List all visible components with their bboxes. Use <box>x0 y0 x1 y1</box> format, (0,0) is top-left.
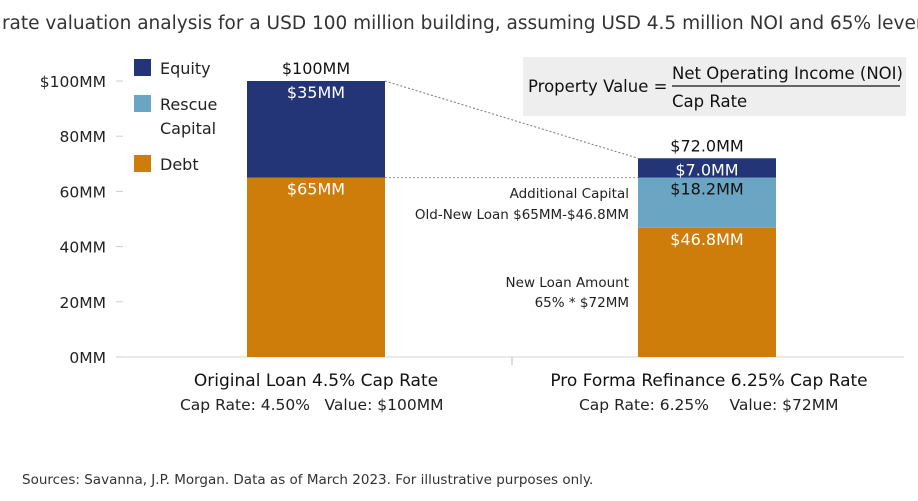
formula-numerator: Net Operating Income (NOI) <box>672 64 903 83</box>
legend-label-rescue: Rescue <box>160 95 217 114</box>
legend-swatch-debt <box>134 155 151 172</box>
bar-segment-rescue-capital <box>638 177 776 228</box>
annotations: Additional Capital Old-New Loan $65MM-$4… <box>415 186 629 311</box>
y-tick-label: 20MM <box>60 294 106 312</box>
connector-lines <box>384 80 639 179</box>
bar-segment-equity <box>638 158 776 178</box>
category-sub-proforma-cap-rate: Cap Rate: 6.25% <box>579 396 709 414</box>
connector-line-total <box>384 80 639 159</box>
y-tick-label: 60MM <box>60 183 106 201</box>
annotation-new-loan-amount: New Loan Amount <box>506 275 629 291</box>
bars <box>247 81 776 357</box>
annotation-old-new-loan: Old-New Loan $65MM-$46.8MM <box>415 207 629 223</box>
category-sub-original-cap-rate: Cap Rate: 4.50% <box>180 396 310 414</box>
annotation-additional-capital: Additional Capital <box>510 186 629 202</box>
bar-segment-debt <box>638 227 776 357</box>
formula-box: Property Value = Net Operating Income (N… <box>523 57 906 116</box>
annotation-new-loan-calc: 65% * $72MM <box>535 295 629 311</box>
bar-value-label-debt: $46.8MM <box>670 230 743 249</box>
bar-value-label-equity: $35MM <box>287 83 345 102</box>
source-note: Sources: Savanna, J.P. Morgan. Data as o… <box>22 472 593 488</box>
bar-total-label: $72.0MM <box>670 136 743 155</box>
legend: Equity Rescue Capital Debt <box>134 59 217 174</box>
legend-label-capital: Capital <box>160 119 216 138</box>
bar-value-label-debt: $65MM <box>287 180 345 199</box>
category-labels: Original Loan 4.5% Cap Rate Cap Rate: 4.… <box>180 371 868 414</box>
bar-total-label: $100MM <box>282 59 350 78</box>
legend-label-equity: Equity <box>160 59 211 78</box>
legend-swatch-equity <box>134 59 151 76</box>
category-label-proforma: Pro Forma Refinance 6.25% Cap Rate <box>550 371 867 391</box>
bar-value-label-rescue-capital: $18.2MM <box>670 180 743 199</box>
chart-title: Cap rate valuation analysis for a USD 10… <box>0 13 918 34</box>
formula-lhs: Property Value = <box>528 77 667 96</box>
bar-value-label-equity: $7.0MM <box>675 160 738 179</box>
y-tick-label: 80MM <box>60 128 106 146</box>
legend-label-debt: Debt <box>160 155 199 174</box>
legend-swatch-rescue-capital <box>134 95 151 112</box>
y-tick-label: 0MM <box>69 349 106 367</box>
category-label-original: Original Loan 4.5% Cap Rate <box>194 371 438 391</box>
y-tick-label: $100MM <box>40 73 106 91</box>
bar-segment-equity <box>247 81 385 178</box>
y-axis: 0MM 20MM 40MM 60MM 80MM $100MM <box>40 73 123 367</box>
bar-segment-debt <box>247 177 385 357</box>
bar-labels: $65MM $35MM $100MM $46.8MM $18.2MM$7.0MM $72.… <box>282 59 744 249</box>
category-sub-original-value: Value: $100MM <box>325 396 444 414</box>
y-tick-label: 40MM <box>60 239 106 257</box>
category-sub-proforma-value: Value: $72MM <box>729 396 838 414</box>
formula-denominator: Cap Rate <box>672 92 747 111</box>
